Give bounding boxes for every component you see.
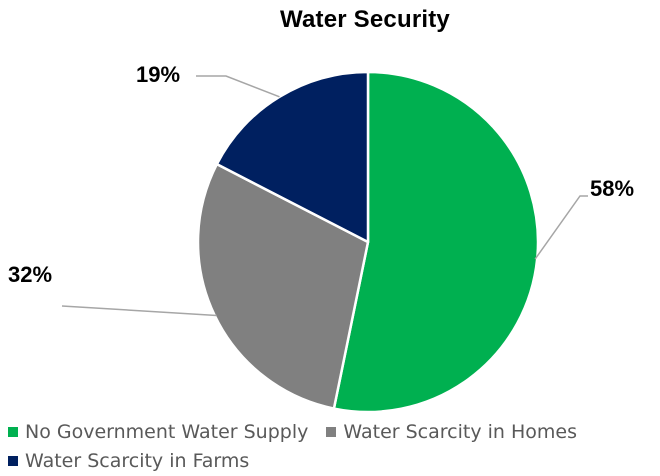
legend-item-water-scarcity-in-homes: Water Scarcity in Homes [326, 418, 577, 447]
data-label: 32% [8, 262, 52, 287]
legend-label: No Government Water Supply [25, 421, 309, 443]
legend-label: Water Scarcity in Farms [25, 450, 250, 472]
leader-line [534, 195, 588, 260]
legend-swatch [8, 456, 18, 466]
legend: No Government Water Supply Water Scarcit… [8, 418, 658, 476]
pie-slice-no-government-water-supply [332, 70, 540, 414]
legend-swatch [326, 427, 337, 437]
pie-slice-water-scarcity-in-farms [215, 70, 370, 244]
chart-title: Water Security [280, 6, 450, 33]
leader-line [196, 75, 280, 98]
legend-item-no-government-water-supply: No Government Water Supply [8, 418, 308, 447]
data-label: 19% [136, 62, 180, 87]
legend-label: Water Scarcity in Homes [343, 421, 577, 443]
legend-swatch [8, 427, 18, 437]
data-label: 58% [590, 176, 634, 201]
legend-item-water-scarcity-in-farms: Water Scarcity in Farms [8, 447, 249, 476]
leader-line [61, 305, 217, 317]
